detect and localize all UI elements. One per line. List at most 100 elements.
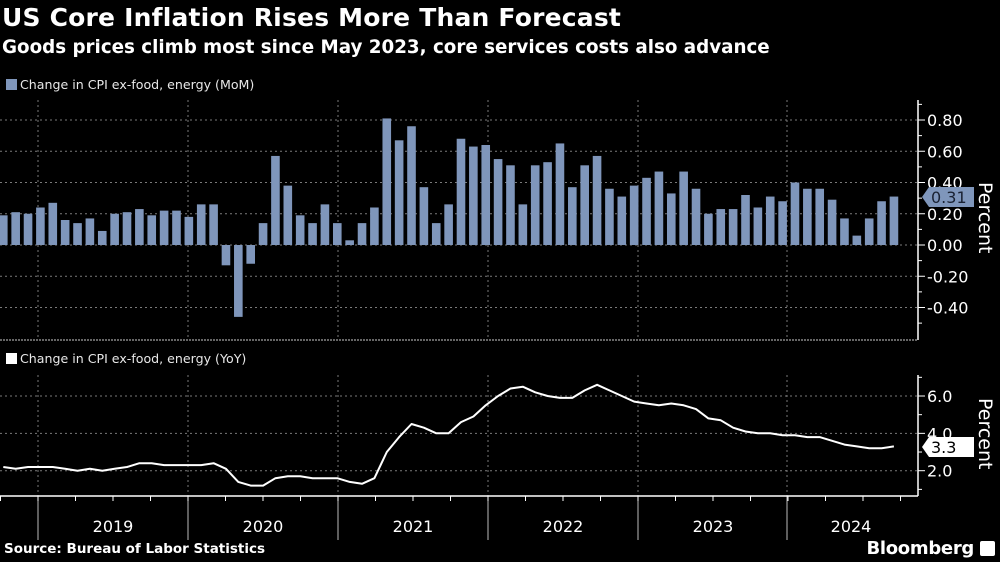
bar-2023-04 — [679, 171, 688, 245]
bar-2022-03 — [518, 204, 528, 245]
bar-2019-11 — [172, 210, 181, 245]
bar-2018-12 — [36, 207, 45, 245]
bar-2023-12 — [778, 201, 787, 245]
bar-2024-05 — [840, 218, 849, 245]
callout-value-yoy: 3.3 — [931, 438, 956, 457]
legend-label-mom: Change in CPI ex-food, energy (MoM) — [20, 77, 255, 92]
bar-2020-02 — [209, 204, 218, 245]
bar-2024-07 — [864, 218, 874, 245]
bar-2022-05 — [543, 162, 552, 245]
source-note: Source: Bureau of Labor Statistics — [4, 541, 266, 557]
y-tick-label-top: 0.20 — [927, 205, 963, 224]
bar-2020-06 — [258, 223, 268, 245]
chart-title: US Core Inflation Rises More Than Foreca… — [2, 3, 622, 32]
y-tick-label-bottom: 6.0 — [927, 387, 952, 406]
bar-2019-03 — [73, 223, 82, 245]
bar-2022-01 — [493, 159, 503, 245]
y-tick-label-top: 0.00 — [927, 236, 963, 255]
y-tick-label-top: 0.80 — [927, 111, 963, 130]
x-tick-label: 2022 — [543, 517, 584, 536]
bar-2021-03 — [370, 207, 379, 245]
legend-yoy: Change in CPI ex-food, energy (YoY) — [6, 351, 246, 366]
callout-value-mom: 0.31 — [931, 188, 967, 207]
brand-logo: Bloomberg — [866, 538, 974, 559]
bar-2024-08 — [877, 201, 886, 245]
bar-2020-12 — [332, 223, 342, 245]
bar-2020-09 — [295, 215, 305, 245]
bar-2021-11 — [469, 146, 478, 245]
bar-2022-09 — [592, 155, 602, 245]
bar-2019-04 — [85, 218, 95, 245]
bloomberg-chart-icon — [980, 541, 995, 556]
bar-2021-02 — [357, 223, 367, 245]
bar-2020-04 — [234, 245, 243, 317]
bar-2019-07 — [122, 212, 132, 245]
bar-2020-11 — [320, 204, 330, 245]
y-axis-label-bottom: Percent — [974, 398, 996, 470]
bar-2020-05 — [246, 245, 255, 264]
legend-swatch-yoy — [6, 353, 17, 364]
bar-2019-01 — [48, 202, 58, 245]
bar-2022-04 — [530, 165, 540, 245]
bar-2023-06 — [704, 213, 713, 245]
callout-shape-mom — [922, 187, 974, 207]
last-value-callout-mom: 0.31 — [922, 187, 974, 207]
legend-mom: Change in CPI ex-food, energy (MoM) — [6, 77, 254, 92]
legend-swatch-mom — [6, 79, 17, 90]
bar-2023-01 — [642, 177, 651, 245]
bar-2020-03 — [221, 245, 231, 266]
y-tick-label-top: -0.40 — [927, 299, 968, 318]
chart-subtitle: Goods prices climb most since May 2023, … — [2, 37, 770, 58]
x-tick-label: 2023 — [693, 517, 734, 536]
bar-2019-09 — [147, 215, 157, 245]
bar-2023-08 — [728, 209, 738, 245]
bar-2024-09 — [889, 196, 899, 245]
callout-shape-yoy — [922, 437, 974, 457]
x-tick-label: 2021 — [393, 517, 434, 536]
y-tick-label-bottom: 2.0 — [927, 462, 952, 481]
last-value-callout-yoy: 3.3 — [922, 437, 974, 457]
bar-2022-11 — [617, 196, 627, 245]
bar-2024-03 — [815, 188, 825, 245]
bar-2023-02 — [654, 171, 664, 245]
bar-2020-01 — [196, 204, 206, 245]
bar-2024-06 — [852, 235, 862, 245]
bar-2020-08 — [283, 185, 293, 245]
bar-2021-08 — [431, 223, 441, 245]
bar-2021-04 — [382, 118, 392, 245]
bar-2021-12 — [481, 145, 491, 245]
bar-2024-01 — [790, 182, 800, 245]
bar-2024-04 — [827, 199, 837, 245]
bar-2019-08 — [135, 209, 144, 245]
axes: 0.800.600.400.200.00-0.20-0.406.04.02.02… — [0, 100, 968, 540]
bar-2023-10 — [753, 207, 763, 245]
mom-bars — [0, 118, 899, 317]
bar-2023-07 — [716, 209, 726, 245]
bar-2018-11 — [23, 213, 33, 245]
bar-2019-02 — [60, 220, 70, 245]
bar-2023-11 — [765, 196, 775, 245]
bar-2021-07 — [419, 187, 429, 245]
bar-2024-02 — [803, 188, 812, 245]
bar-2022-07 — [568, 187, 577, 245]
bar-2021-06 — [407, 126, 416, 245]
bar-2022-12 — [629, 185, 639, 245]
bar-2022-08 — [580, 165, 589, 245]
bar-2019-10 — [159, 210, 169, 245]
bar-2023-09 — [741, 195, 750, 245]
x-tick-label: 2019 — [93, 517, 134, 536]
bar-2023-05 — [691, 188, 701, 245]
bar-2020-10 — [308, 223, 317, 245]
bar-2023-03 — [666, 193, 676, 245]
bar-2019-12 — [184, 216, 194, 245]
bar-2019-06 — [110, 213, 119, 245]
bar-2018-10 — [11, 212, 20, 245]
x-tick-label: 2020 — [243, 517, 284, 536]
bar-2021-05 — [394, 140, 404, 245]
y-axis-label-top: Percent — [974, 182, 996, 254]
legend-label-yoy: Change in CPI ex-food, energy (YoY) — [20, 351, 247, 366]
bar-2022-02 — [506, 165, 515, 245]
bar-2021-09 — [444, 204, 453, 245]
y-tick-label-top: -0.20 — [927, 267, 968, 286]
